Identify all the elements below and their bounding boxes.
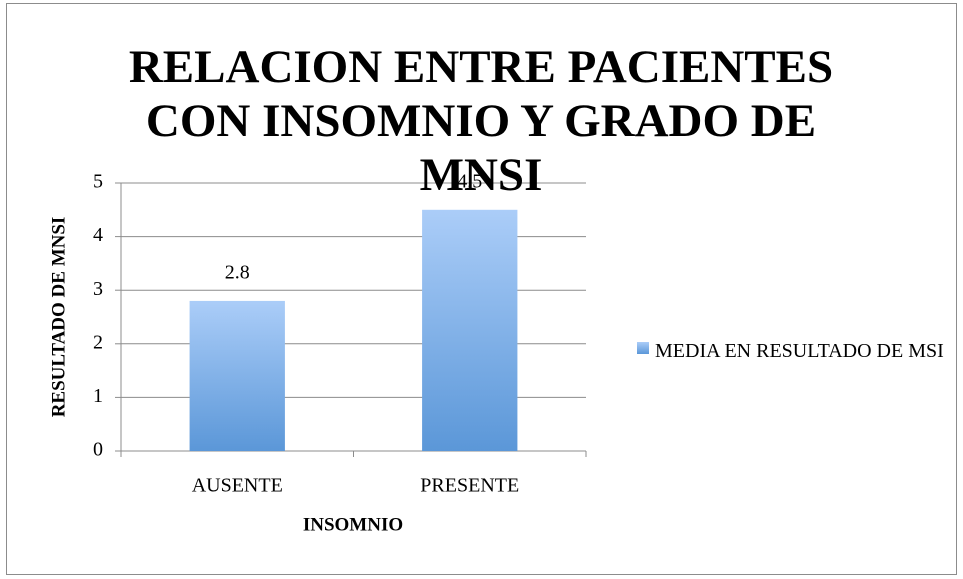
bar — [422, 209, 518, 451]
x-tick-label: PRESENTE — [420, 475, 519, 497]
y-tick-label: 5 — [93, 171, 103, 193]
y-tick-label: 4 — [93, 224, 103, 246]
x-tick-label: AUSENTE — [192, 475, 283, 497]
legend-label: MEDIA EN RESULTADO DE MSI — [655, 340, 944, 362]
bar — [189, 300, 285, 451]
chart-title: RELACION ENTRE PACIENTES CON INSOMNIO Y … — [128, 41, 834, 201]
data-label: 4.5 — [457, 170, 482, 192]
y-tick-label: 3 — [93, 278, 103, 300]
y-tick-label: 2 — [93, 331, 103, 353]
data-label: 2.8 — [225, 262, 250, 284]
x-axis-label: INSOMNIO — [303, 514, 403, 535]
y-axis-label: RESULTADO DE MNSI — [48, 217, 69, 418]
y-tick-label: 0 — [93, 439, 103, 461]
y-tick-label: 1 — [93, 385, 103, 407]
legend-swatch — [637, 342, 649, 354]
